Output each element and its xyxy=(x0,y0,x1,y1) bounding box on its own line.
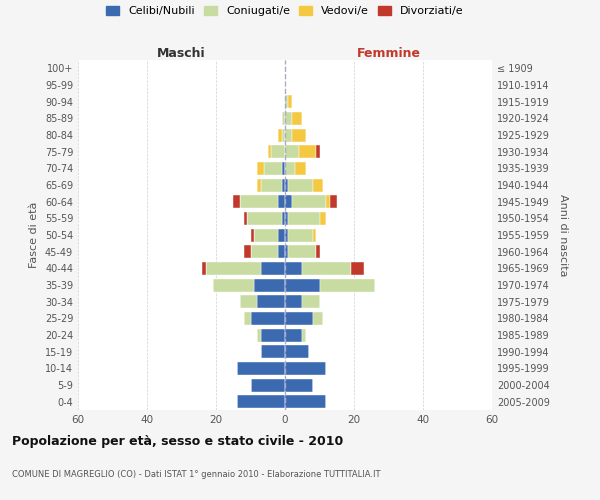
Bar xyxy=(285,262,302,275)
Bar xyxy=(261,262,285,275)
Bar xyxy=(281,162,285,175)
Bar xyxy=(278,195,285,208)
Bar xyxy=(281,128,285,141)
Bar xyxy=(285,362,326,375)
Bar xyxy=(299,145,316,158)
Bar xyxy=(240,295,257,308)
Bar xyxy=(285,212,289,225)
Bar xyxy=(257,295,285,308)
Bar xyxy=(289,212,320,225)
Bar xyxy=(202,262,206,275)
Bar xyxy=(251,245,278,258)
Bar xyxy=(289,95,292,108)
Bar xyxy=(330,195,337,208)
Y-axis label: Anni di nascita: Anni di nascita xyxy=(558,194,568,276)
Bar xyxy=(292,112,302,125)
Bar xyxy=(285,328,302,342)
Text: Maschi: Maschi xyxy=(157,47,206,60)
Bar xyxy=(292,195,326,208)
Bar xyxy=(289,178,313,192)
Bar xyxy=(251,378,285,392)
Bar xyxy=(278,245,285,258)
Bar xyxy=(285,378,313,392)
Bar xyxy=(302,328,306,342)
Bar xyxy=(285,228,289,241)
Bar xyxy=(257,162,265,175)
Bar xyxy=(313,312,323,325)
Bar xyxy=(285,345,309,358)
Bar xyxy=(237,395,285,408)
Bar xyxy=(292,128,306,141)
Bar xyxy=(313,178,323,192)
Bar xyxy=(247,212,281,225)
Bar xyxy=(244,245,251,258)
Bar xyxy=(316,145,320,158)
Bar xyxy=(320,212,326,225)
Bar xyxy=(285,195,292,208)
Bar xyxy=(285,245,289,258)
Bar xyxy=(281,212,285,225)
Bar xyxy=(254,278,285,291)
Bar xyxy=(244,312,251,325)
Bar xyxy=(285,162,295,175)
Bar xyxy=(233,195,240,208)
Text: Popolazione per età, sesso e stato civile - 2010: Popolazione per età, sesso e stato civil… xyxy=(12,435,343,448)
Bar xyxy=(281,178,285,192)
Bar xyxy=(316,245,320,258)
Bar xyxy=(237,362,285,375)
Bar xyxy=(285,395,326,408)
Bar xyxy=(285,312,313,325)
Bar xyxy=(285,278,320,291)
Bar xyxy=(212,278,254,291)
Bar xyxy=(240,195,278,208)
Text: COMUNE DI MAGREGLIO (CO) - Dati ISTAT 1° gennaio 2010 - Elaborazione TUTTITALIA.: COMUNE DI MAGREGLIO (CO) - Dati ISTAT 1°… xyxy=(12,470,380,479)
Bar xyxy=(295,162,306,175)
Y-axis label: Fasce di età: Fasce di età xyxy=(29,202,39,268)
Bar xyxy=(285,112,292,125)
Bar xyxy=(285,95,289,108)
Bar xyxy=(281,112,285,125)
Bar xyxy=(251,228,254,241)
Bar xyxy=(265,162,281,175)
Bar xyxy=(261,345,285,358)
Bar xyxy=(261,328,285,342)
Bar xyxy=(278,228,285,241)
Bar xyxy=(206,262,261,275)
Bar xyxy=(257,328,261,342)
Bar xyxy=(302,262,350,275)
Bar xyxy=(271,145,285,158)
Bar xyxy=(326,195,330,208)
Bar xyxy=(285,178,289,192)
Bar xyxy=(285,128,292,141)
Bar xyxy=(278,128,281,141)
Bar xyxy=(268,145,271,158)
Bar xyxy=(261,178,281,192)
Bar xyxy=(244,212,247,225)
Bar xyxy=(251,312,285,325)
Bar xyxy=(350,262,364,275)
Bar xyxy=(320,278,374,291)
Bar xyxy=(285,295,302,308)
Bar xyxy=(302,295,320,308)
Bar xyxy=(313,228,316,241)
Bar xyxy=(257,178,261,192)
Legend: Celibi/Nubili, Coniugati/e, Vedovi/e, Divorziati/e: Celibi/Nubili, Coniugati/e, Vedovi/e, Di… xyxy=(103,2,467,20)
Text: Femmine: Femmine xyxy=(356,47,421,60)
Bar xyxy=(285,145,299,158)
Bar xyxy=(289,228,313,241)
Bar xyxy=(254,228,278,241)
Bar xyxy=(289,245,316,258)
